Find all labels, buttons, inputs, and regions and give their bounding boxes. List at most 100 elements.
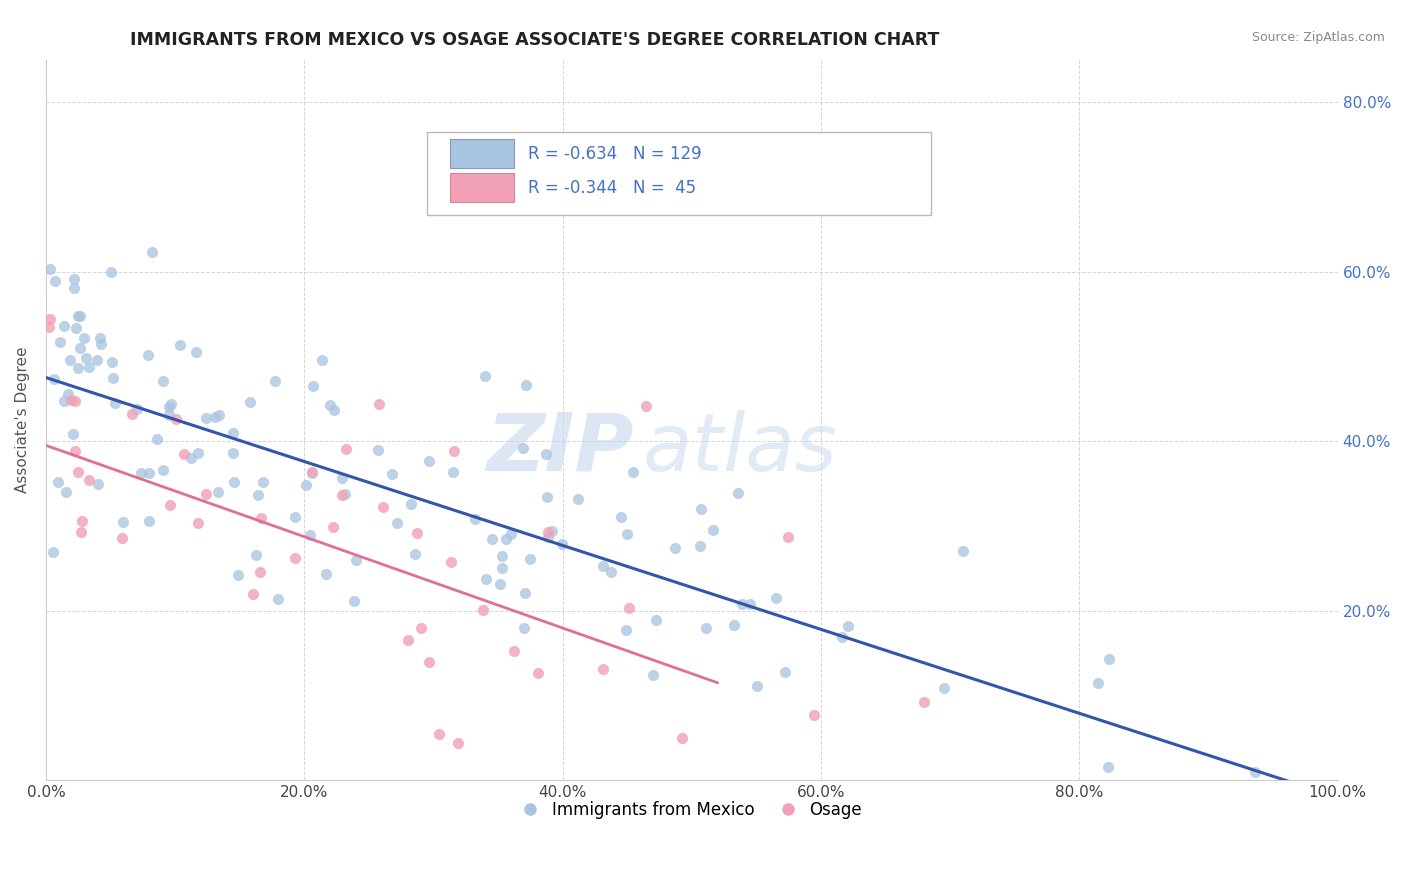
Point [66,361,89,376]
Point [62,427,84,442]
Point [738,598,761,612]
Point [159,498,181,512]
Point [138,466,160,480]
Point [333,487,356,501]
Point [66,310,89,324]
Point [129,466,152,480]
Text: Source: ZipAtlas.com: Source: ZipAtlas.com [1251,31,1385,45]
Point [101,355,124,369]
Point [641,668,664,682]
Point [160,397,183,411]
Point [222,446,245,460]
Point [621,465,644,479]
Point [60,392,83,407]
Point [534,447,557,461]
Point [723,618,745,632]
Point [515,378,537,392]
Point [104,396,127,410]
Point [690,502,713,516]
Point [406,525,429,540]
Point [513,585,536,599]
Point [932,681,955,695]
Point [614,623,637,637]
Point [765,591,787,605]
Point [837,618,859,632]
Point [912,695,935,709]
Point [322,520,344,534]
FancyBboxPatch shape [450,173,513,202]
Point [343,594,366,608]
Point [776,530,799,544]
Y-axis label: Associate's Degree: Associate's Degree [15,347,30,493]
Point [537,530,560,544]
Point [195,487,218,501]
Text: R = -0.634   N = 129: R = -0.634 N = 129 [527,145,702,163]
Point [44,274,66,288]
Point [1244,764,1267,779]
Point [446,736,468,750]
Point [550,537,572,551]
Point [323,402,346,417]
Point [184,345,207,359]
Point [664,541,686,555]
Point [173,447,195,461]
Point [592,662,614,676]
Point [491,549,513,563]
Point [441,465,464,479]
Point [284,550,307,565]
Point [330,470,353,484]
Point [302,378,325,392]
Point [138,514,160,528]
Point [284,509,307,524]
Point [121,408,143,422]
Point [671,731,693,746]
Point [39,261,62,276]
Point [52,394,75,409]
Point [344,553,367,567]
Point [66,465,89,479]
Point [69,341,91,355]
Point [773,665,796,680]
Point [53,319,76,334]
Point [311,352,333,367]
Point [100,265,122,279]
Point [645,614,668,628]
Point [73,331,96,345]
Point [207,484,229,499]
Point [512,441,534,455]
Point [537,524,560,539]
Point [59,353,82,368]
Point [46,475,69,489]
Point [616,527,638,541]
Point [86,477,108,491]
Point [702,523,724,537]
Point [411,622,433,636]
Point [464,512,486,526]
Text: atlas: atlas [643,409,838,488]
Point [475,572,498,586]
Point [195,411,218,425]
Point [187,516,209,530]
Point [65,321,87,335]
Point [70,514,93,528]
Point [239,395,262,409]
Point [90,336,112,351]
Point [267,592,290,607]
Point [730,598,752,612]
Point [368,397,391,411]
Point [609,509,631,524]
Point [335,442,357,456]
Point [157,401,180,415]
Point [371,500,394,514]
Point [695,621,717,635]
Point [63,394,86,409]
Text: R = -0.344   N =  45: R = -0.344 N = 45 [527,179,696,197]
Point [48,334,70,349]
Point [89,331,111,345]
Point [141,245,163,260]
Point [385,516,408,531]
Point [39,311,62,326]
Point [396,633,419,648]
Text: ZIP: ZIP [486,409,634,488]
FancyBboxPatch shape [450,139,513,168]
